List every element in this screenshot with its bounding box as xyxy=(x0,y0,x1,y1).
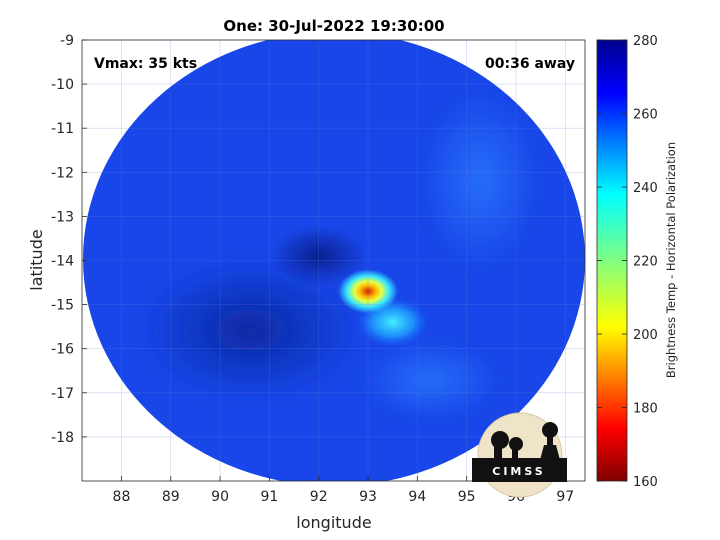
x-tick-label: 88 xyxy=(113,489,131,505)
outer-arc xyxy=(420,90,540,270)
x-tick-label: 97 xyxy=(556,489,574,505)
x-tick-label: 93 xyxy=(359,489,377,505)
y-tick-label: -14 xyxy=(51,254,74,270)
y-tick-label: -10 xyxy=(51,77,74,93)
x-ticks: 88899091929394959697 xyxy=(113,476,574,505)
x-tick-label: 90 xyxy=(211,489,229,505)
chart-title: One: 30-Jul-2022 19:30:00 xyxy=(223,17,444,35)
x-tick-label: 89 xyxy=(162,489,180,505)
x-tick-label: 95 xyxy=(458,489,476,505)
y-axis-label: latitude xyxy=(27,229,46,290)
cimss-logo: CIMSS xyxy=(472,412,567,498)
colorbar-tick-label: 160 xyxy=(633,475,658,490)
colorbar-tick-label: 220 xyxy=(633,255,658,270)
y-tick-label: -17 xyxy=(51,386,74,402)
swath-layer xyxy=(83,40,585,481)
colorbar-ticks: 280 260 240 220 200 180 160 xyxy=(597,34,658,490)
y-tick-label: -16 xyxy=(51,342,74,358)
vmax-annotation: Vmax: 35 kts xyxy=(94,56,197,72)
x-tick-label: 91 xyxy=(260,489,278,505)
colorbar-tick-label: 260 xyxy=(633,108,658,123)
x-axis-label: longitude xyxy=(296,513,371,532)
grid xyxy=(82,39,585,481)
y-tick-label: -15 xyxy=(51,298,74,314)
colorbar-tick-label: 180 xyxy=(633,402,658,417)
time-away-annotation: 00:36 away xyxy=(485,56,575,72)
outer-band xyxy=(360,340,500,420)
eye xyxy=(270,226,367,287)
dark-band xyxy=(140,260,360,400)
colorbar-label: Brightness Temp - Horizontal Polarizatio… xyxy=(664,142,678,378)
y-tick-label: -12 xyxy=(51,165,74,181)
colorbar-tick-label: 280 xyxy=(633,34,658,49)
svg-text:CIMSS: CIMSS xyxy=(492,465,545,478)
y-tick-label: -11 xyxy=(51,121,74,137)
y-tick-label: -18 xyxy=(51,430,74,446)
y-ticks: -9 -10 -11 -12 -13 -14 -15 -16 -17 -18 xyxy=(51,33,87,446)
colorbar-tick-label: 200 xyxy=(633,328,658,343)
y-tick-label: -13 xyxy=(51,209,74,225)
axes-frame xyxy=(81,39,586,482)
x-tick-label: 94 xyxy=(408,489,426,505)
colorbar-tick-label: 240 xyxy=(633,181,658,196)
x-tick-label: 92 xyxy=(310,489,328,505)
y-tick-label: -9 xyxy=(60,33,74,49)
convective-core xyxy=(338,269,399,314)
